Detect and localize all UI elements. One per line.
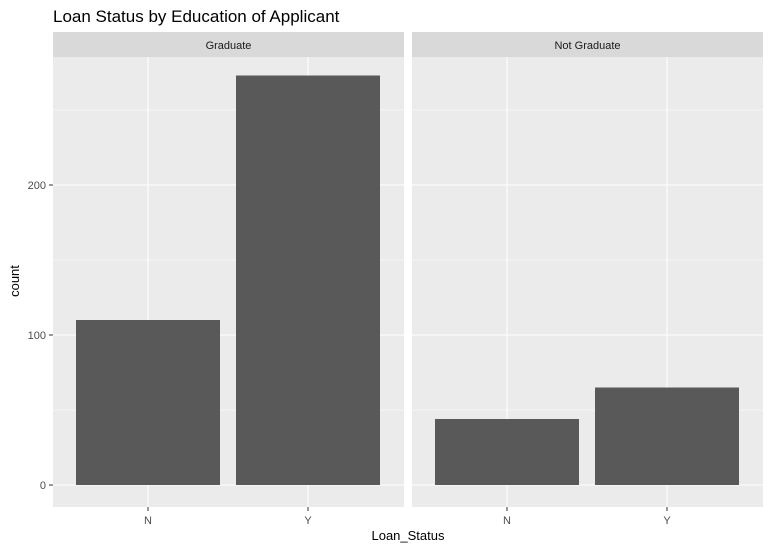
y-axis-title: count bbox=[7, 265, 22, 297]
x-tick-label: Y bbox=[663, 515, 671, 527]
facet-strip bbox=[53, 32, 404, 57]
y-tick-label: 200 bbox=[28, 180, 46, 192]
facet-panel-1: Not Graduate N Y bbox=[412, 32, 763, 527]
facet-strip-label: Graduate bbox=[206, 40, 252, 52]
x-axis-title: Loan_Status bbox=[371, 528, 445, 543]
facet-panels: Graduate N Y Not Graduate N Y bbox=[53, 32, 763, 527]
bar-N bbox=[76, 320, 220, 485]
y-axis: 0 100 200 bbox=[28, 180, 53, 492]
chart-title: Loan Status by Education of Applicant bbox=[53, 7, 340, 26]
bar-Y bbox=[236, 75, 380, 485]
y-tick-label: 100 bbox=[28, 330, 46, 342]
facet-strip bbox=[412, 32, 763, 57]
x-tick-label: Y bbox=[304, 515, 312, 527]
x-tick-label: N bbox=[144, 515, 152, 527]
bar-N bbox=[435, 419, 579, 485]
y-tick-label: 0 bbox=[40, 480, 46, 492]
x-tick-label: N bbox=[503, 515, 511, 527]
facet-strip-label: Not Graduate bbox=[554, 40, 620, 52]
facet-panel-0: Graduate N Y bbox=[53, 32, 404, 527]
bar-Y bbox=[595, 387, 739, 485]
